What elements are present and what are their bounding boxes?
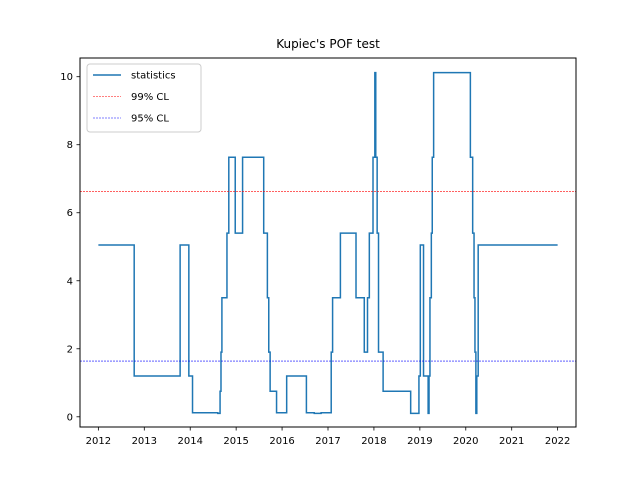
axis-ticks: 2012 2013 2014 2015 2016 2017 2018 2019 2020 2021…	[60, 72, 570, 447]
x-tick-label: 2017	[315, 436, 340, 447]
x-tick-label: 2022	[545, 436, 570, 447]
y-tick-label: 8	[67, 140, 73, 151]
y-tick-label: 2	[67, 344, 73, 355]
y-tick-label: 0	[67, 412, 73, 423]
x-tick-label: 2019	[407, 436, 432, 447]
series-line-statistics	[98, 71, 558, 415]
legend-label-95-cl: 95% CL	[131, 114, 169, 125]
legend-box	[86, 63, 202, 133]
legend: statistics 99% CL 95% CL	[86, 63, 202, 133]
chart-title: Kupiec's POF test	[276, 37, 380, 51]
x-tick-label: 2015	[223, 436, 248, 447]
x-tick-label: 2013	[132, 436, 157, 447]
x-tick-label: 2018	[361, 436, 386, 447]
x-tick-label: 2021	[499, 436, 524, 447]
x-tick-label: 2014	[177, 436, 202, 447]
legend-label-statistics: statistics	[131, 71, 176, 82]
legend-label-99-cl: 99% CL	[131, 92, 169, 103]
y-tick-label: 4	[67, 276, 73, 287]
plot-area	[80, 71, 576, 415]
x-tick-label: 2016	[269, 436, 294, 447]
y-tick-label: 6	[67, 208, 73, 219]
y-tick-label: 10	[60, 72, 73, 83]
x-tick-label: 2012	[86, 436, 111, 447]
x-tick-label: 2020	[453, 436, 478, 447]
